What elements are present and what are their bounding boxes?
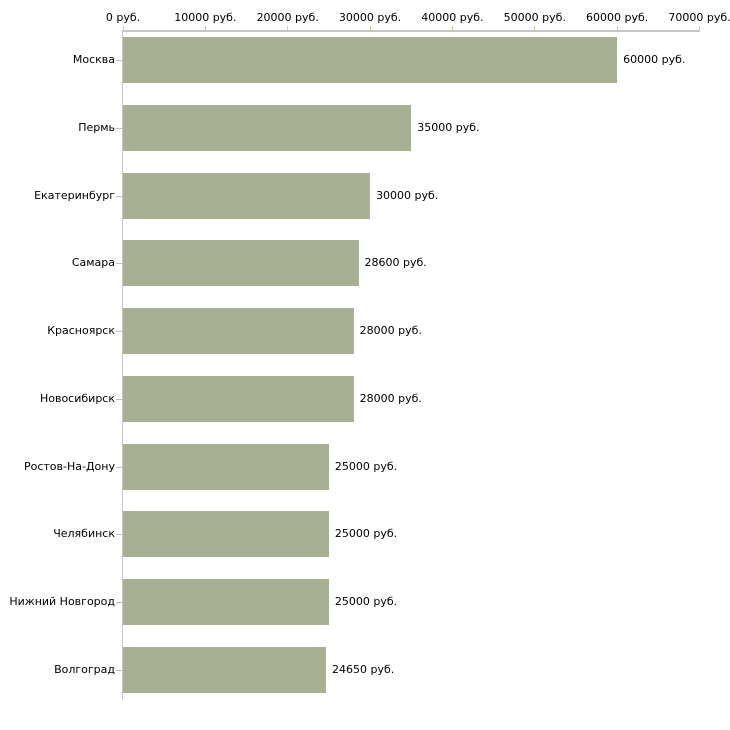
value-label: 28600 руб.	[364, 256, 427, 270]
category-tick	[116, 195, 122, 197]
x-axis-tick	[616, 26, 618, 30]
x-axis-tick-label: 10000 руб.	[174, 11, 237, 24]
value-label: 25000 руб.	[334, 459, 398, 473]
bar	[123, 105, 412, 151]
category-tick	[116, 669, 122, 671]
category-tick	[116, 128, 122, 129]
category-label: Москва	[72, 53, 115, 67]
category-label: Волгоград	[54, 662, 115, 676]
category-tick	[116, 466, 122, 468]
bar	[123, 578, 329, 625]
x-axis-tick-label: 60000 руб.	[586, 11, 649, 24]
value-label: 30000 руб.	[376, 188, 439, 202]
category-tick	[116, 263, 122, 265]
x-axis-tick	[287, 26, 289, 30]
category-label: Новосибирск	[39, 391, 115, 405]
x-axis-tick	[534, 26, 536, 30]
category-label: Красноярск	[47, 324, 115, 338]
category-tick	[116, 534, 122, 536]
category-tick	[116, 60, 122, 62]
bar	[123, 240, 359, 287]
bar	[123, 172, 371, 219]
value-label: 28000 руб.	[359, 324, 422, 338]
category-tick	[116, 398, 122, 400]
x-axis-tick	[204, 26, 206, 30]
category-label: Нижний Новгород	[9, 594, 115, 608]
x-axis-line	[122, 30, 700, 32]
bar	[123, 443, 329, 490]
category-tick	[116, 331, 122, 333]
x-axis-tick-label: 20000 руб.	[256, 11, 319, 24]
category-label: Пермь	[78, 121, 115, 134]
bar	[123, 37, 618, 84]
bar	[123, 511, 329, 558]
x-axis-tick-label: 50000 руб.	[503, 11, 566, 24]
x-axis-tick-label: 70000 руб.	[668, 11, 730, 24]
x-axis-tick	[451, 26, 453, 30]
value-label: 24650 руб.	[332, 662, 395, 676]
category-tick	[116, 601, 122, 603]
category-label: Екатеринбург	[34, 188, 115, 202]
category-label: Самара	[71, 256, 115, 270]
bar	[123, 308, 354, 355]
value-label: 60000 руб.	[623, 53, 686, 67]
value-label: 28000 руб.	[359, 391, 422, 405]
x-axis-tick-label: 0 руб.	[105, 11, 141, 24]
category-label: Челябинск	[53, 527, 115, 541]
x-axis-tick	[122, 26, 124, 30]
x-axis-tick-label: 30000 руб.	[338, 11, 402, 24]
value-label: 25000 руб.	[334, 527, 398, 541]
x-axis-tick	[369, 26, 371, 30]
bar	[123, 375, 354, 422]
value-label: 35000 руб.	[417, 121, 480, 134]
x-axis-tick-label: 40000 руб.	[421, 11, 484, 24]
value-label: 25000 руб.	[334, 594, 398, 608]
y-axis-line	[122, 30, 123, 700]
bar	[123, 646, 326, 693]
x-axis-tick	[699, 26, 700, 30]
category-label: Ростов-На-Дону	[23, 459, 115, 473]
